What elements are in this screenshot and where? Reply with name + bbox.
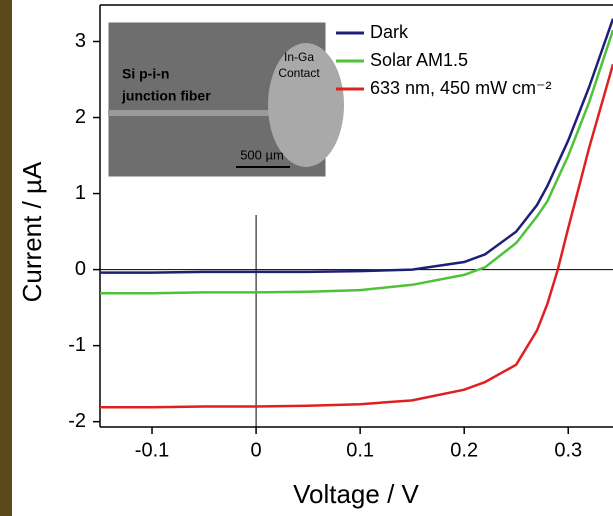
y-tick-label: -2 [68,410,86,432]
y-axis-label: Current / µA [17,161,47,302]
fiber [108,110,283,116]
inset-contact: In-Ga [284,50,314,64]
series-line [100,18,613,274]
x-tick-label: -0.1 [135,439,169,461]
x-tick-label: 0 [251,439,262,461]
legend-label: Dark [370,22,409,42]
x-tick-label: 0.3 [554,439,582,461]
y-tick-label: 2 [75,106,86,128]
y-tick-label: 0 [75,258,86,280]
inset-label: Si p-i-n [122,66,169,82]
inset-label: junction fiber [121,88,211,104]
y-tick-label: 1 [75,182,86,204]
legend-label: 633 nm, 450 mW cm⁻² [370,78,552,98]
series-line [100,63,613,409]
inset-contact: Contact [278,66,320,80]
x-axis-label: Voltage / V [293,479,419,509]
series-line [100,29,613,295]
legend-label: Solar AM1.5 [370,50,468,70]
inset-image: Si p-i-n junction fiber In-Ga Contact 50… [107,21,344,178]
plot-area: -0.1 0 0.1 0.2 0.3 -2 -1 0 1 2 3 [68,4,613,461]
y-tick-label: -1 [68,334,86,356]
x-tick-label: 0.2 [450,439,478,461]
inset-scale: 500 µm [240,147,284,162]
contact-blob [268,43,344,167]
background-strip [0,0,12,516]
x-tick-label: 0.1 [346,439,374,461]
y-tick-label: 3 [75,30,86,52]
